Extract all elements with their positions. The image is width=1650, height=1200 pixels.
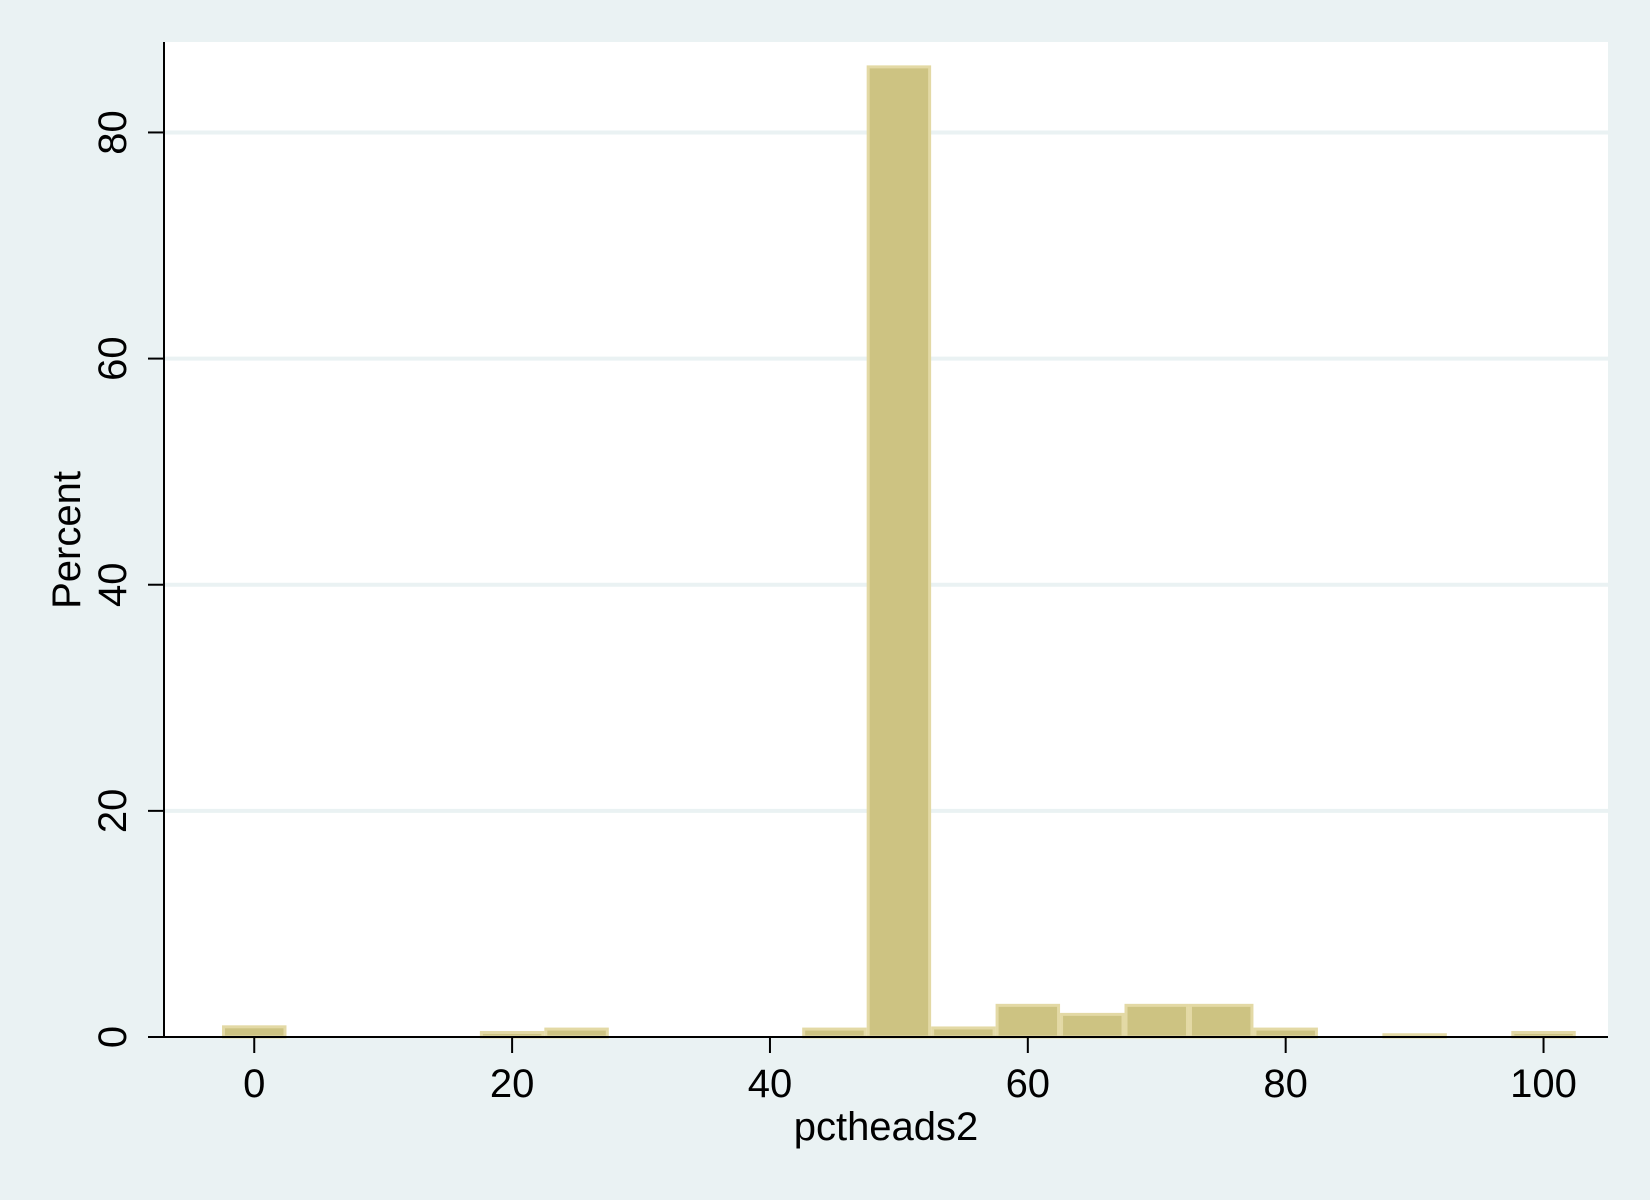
histogram-bar [802, 1027, 867, 1039]
y-tick-label: 20 [91, 789, 135, 834]
histogram-bar [222, 1025, 287, 1039]
x-tick-label: 0 [243, 1062, 265, 1106]
histogram-bar [931, 1026, 996, 1039]
x-tick-label: 20 [490, 1062, 535, 1106]
x-axis-title: pctheads2 [794, 1105, 979, 1149]
x-tick-label: 60 [1006, 1062, 1051, 1106]
bars [222, 65, 1576, 1039]
histogram-bar [1060, 1012, 1125, 1039]
x-tick-label: 100 [1510, 1062, 1577, 1106]
histogram-bar [1253, 1027, 1318, 1039]
y-axis-title: Percent [45, 471, 89, 609]
y-ticks: 0 20 40 60 80 [91, 110, 164, 1048]
y-tick-label: 40 [91, 562, 135, 607]
y-tick-label: 60 [91, 336, 135, 381]
axes [163, 42, 1608, 1038]
y-tick-label: 80 [91, 110, 135, 155]
histogram-bar [1188, 1003, 1254, 1039]
x-ticks: 0 20 40 60 80 100 [243, 1037, 1577, 1106]
histogram-bar [544, 1027, 609, 1039]
x-tick-label: 80 [1263, 1062, 1308, 1106]
histogram-bar [1124, 1003, 1189, 1039]
histogram-bar [866, 65, 932, 1039]
y-tick-label: 0 [91, 1026, 135, 1048]
histogram-bar [995, 1003, 1061, 1039]
x-tick-label: 40 [748, 1062, 793, 1106]
